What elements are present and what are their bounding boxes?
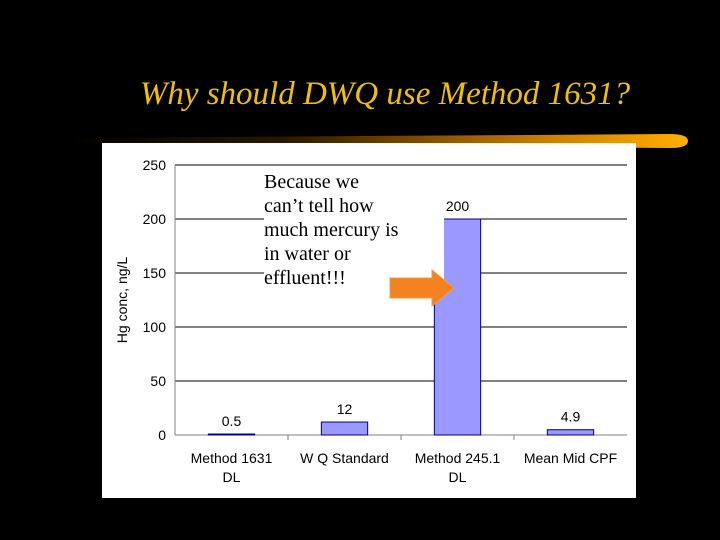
y-tick-label: 150	[143, 265, 167, 281]
callout-line: effluent!!!	[264, 267, 346, 289]
x-category-label: Method 1631 DL	[191, 450, 273, 485]
y-tick-label: 0	[158, 427, 166, 443]
y-tick-label: 250	[143, 157, 167, 173]
x-category-label-line: Method 245.1	[415, 450, 501, 466]
x-category-label-line: DL	[449, 469, 467, 485]
y-tick-label: 50	[150, 373, 166, 389]
slide-title: Why should DWQ use Method 1631?	[139, 76, 631, 112]
callout-line: can’t tell how	[264, 195, 374, 217]
x-category-label: W Q Standard	[300, 450, 389, 466]
bar	[546, 429, 595, 436]
y-tick-label: 100	[143, 319, 167, 335]
data-label: 12	[337, 401, 353, 417]
arrow-right-icon	[389, 268, 455, 308]
x-category-label: Method 245.1 DL	[415, 450, 501, 485]
callout-line: much mercury is	[264, 219, 399, 241]
data-label: 0.5	[222, 413, 242, 429]
bar	[207, 433, 256, 436]
callout-line: in water or	[264, 243, 351, 265]
y-tick-label: 200	[143, 211, 167, 227]
data-label: 4.9	[561, 409, 581, 425]
bar	[320, 421, 369, 436]
callout-text: Because we can’t tell how much mercury i…	[264, 170, 444, 290]
bar-chart: 0 50 100 150 200 250 Hg conc, ng/L 0.5 Method 16…	[114, 157, 627, 485]
chart-panel: 0 50 100 150 200 250 Hg conc, ng/L 0.5 Method 16…	[102, 143, 636, 498]
x-category-label: Mean Mid CPF	[524, 450, 617, 466]
x-category-label-line: Mean Mid CPF	[524, 450, 617, 466]
x-category-label-line: Method 1631	[191, 450, 273, 466]
x-category-label-line: DL	[223, 469, 241, 485]
data-label: 200	[446, 198, 470, 214]
y-axis-label: Hg conc, ng/L	[114, 257, 130, 344]
x-category-label-line: W Q Standard	[300, 450, 389, 466]
callout-line: Because we	[264, 171, 359, 193]
